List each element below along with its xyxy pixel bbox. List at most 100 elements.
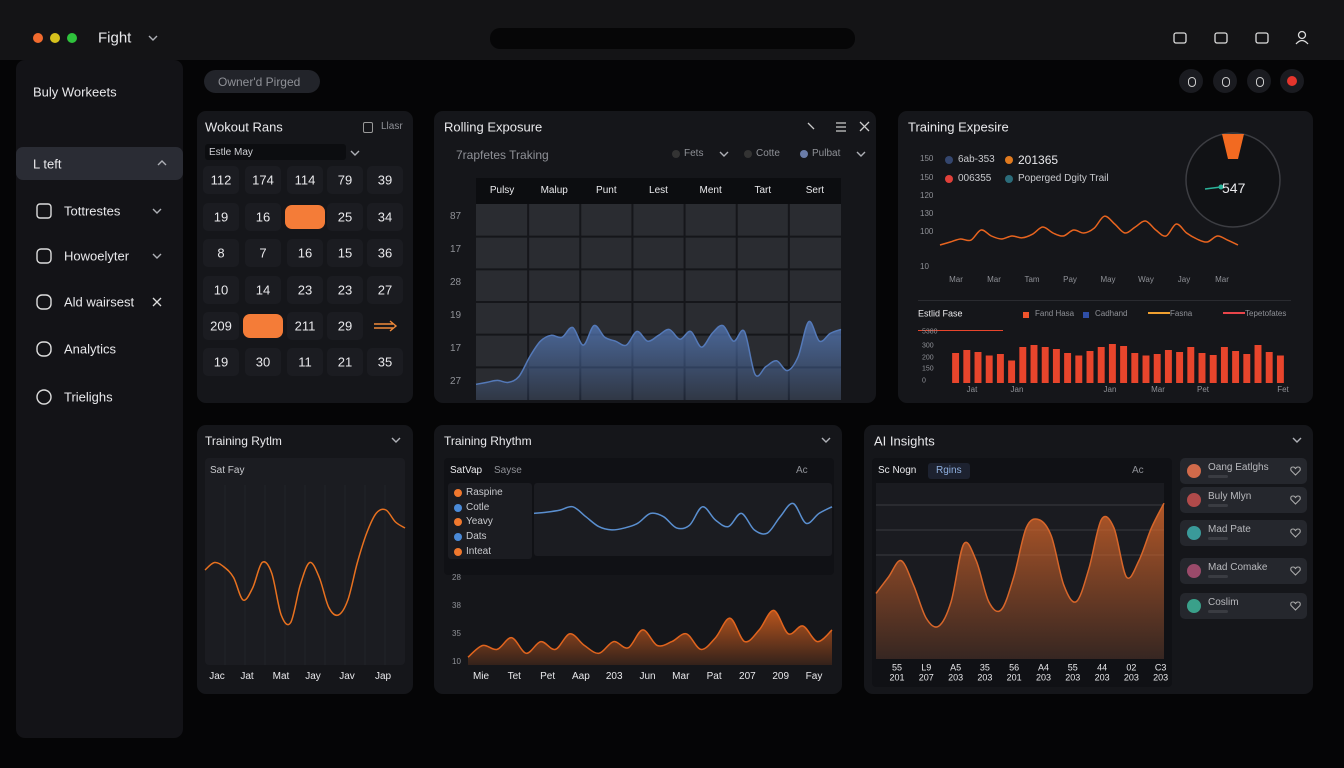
action[interactable]: Ac — [1132, 465, 1144, 476]
cell[interactable] — [367, 276, 403, 304]
sidebar-item[interactable]: Ald wairsest — [64, 294, 135, 310]
cell[interactable] — [203, 203, 239, 231]
tab[interactable]: Sc Nogn — [878, 465, 917, 476]
arrow-line — [374, 320, 398, 332]
panel-action[interactable]: Llasr — [381, 121, 403, 132]
legend-text: 201365 — [1018, 153, 1059, 167]
cell[interactable] — [203, 312, 239, 340]
bar — [1142, 355, 1150, 383]
person-card[interactable] — [1180, 487, 1307, 513]
cell[interactable] — [245, 166, 281, 194]
cell[interactable] — [203, 239, 239, 267]
cell[interactable] — [287, 166, 323, 194]
badge[interactable] — [204, 70, 320, 93]
round-button[interactable] — [1247, 69, 1271, 93]
filter[interactable]: Pulbat — [812, 148, 841, 159]
cell[interactable] — [245, 239, 281, 267]
top-icon — [1295, 30, 1309, 45]
person-card[interactable] — [1180, 458, 1307, 484]
bar — [1008, 360, 1016, 383]
cell[interactable] — [367, 348, 403, 376]
cell[interactable] — [287, 276, 323, 304]
icon — [1290, 566, 1301, 576]
sidebar-item[interactable]: Analytics — [64, 341, 117, 357]
icon — [1214, 32, 1228, 44]
search-bar[interactable] — [490, 28, 855, 49]
action[interactable]: Ac — [796, 465, 808, 476]
cell[interactable] — [203, 166, 239, 194]
chevron-line — [856, 151, 866, 157]
chevron-line — [152, 253, 162, 259]
highlight-cell[interactable] — [285, 205, 325, 229]
chevron — [350, 150, 360, 156]
cell[interactable] — [367, 166, 403, 194]
tab[interactable]: SatVap — [450, 465, 483, 476]
cell[interactable] — [287, 239, 323, 267]
cell[interactable] — [327, 239, 363, 267]
person-name: Buly Mlyn — [1208, 491, 1252, 502]
tab[interactable]: Rgins — [936, 465, 962, 476]
cell[interactable] — [245, 203, 281, 231]
cell[interactable] — [327, 166, 363, 194]
y-label: 5380 — [922, 328, 938, 336]
chevron-line — [1292, 437, 1302, 443]
icon — [152, 297, 162, 307]
app-name[interactable]: Fight — [98, 29, 132, 47]
cell[interactable] — [327, 203, 363, 231]
highlight-cell[interactable] — [243, 314, 283, 338]
x-label: May — [1100, 275, 1116, 284]
bar — [1198, 353, 1206, 383]
cell[interactable] — [245, 348, 281, 376]
section-title: Estlid Fase — [918, 308, 963, 319]
cell[interactable] — [327, 348, 363, 376]
cell-text: 11 — [298, 354, 312, 370]
round-button[interactable] — [1213, 69, 1237, 93]
cell[interactable] — [287, 312, 323, 340]
cell[interactable] — [203, 348, 239, 376]
cell-text: 29 — [337, 318, 353, 334]
icon — [836, 122, 846, 132]
person-card[interactable] — [1180, 520, 1307, 546]
person-card[interactable] — [1180, 558, 1307, 584]
header-icon — [859, 121, 870, 132]
cell[interactable] — [287, 348, 323, 376]
cell[interactable] — [327, 276, 363, 304]
sidebar-icon — [36, 389, 52, 405]
tab[interactable]: Sayse — [494, 465, 522, 476]
column-header: Pulsy — [489, 185, 515, 196]
cell-text: 14 — [255, 282, 271, 298]
filter[interactable] — [205, 144, 346, 160]
filter[interactable]: Fets — [684, 148, 704, 159]
cell[interactable] — [203, 276, 239, 304]
sidebar-icon — [36, 341, 52, 357]
bar — [1243, 354, 1251, 383]
round-button[interactable] — [1179, 69, 1203, 93]
chevron — [391, 437, 401, 443]
cell[interactable] — [367, 239, 403, 267]
cell[interactable] — [367, 203, 403, 231]
x-label: 207 — [918, 672, 934, 683]
divider — [918, 300, 1291, 301]
cell[interactable] — [327, 312, 363, 340]
person-name: Coslim — [1208, 597, 1239, 608]
person-sub — [1208, 504, 1228, 507]
heart-icon — [1290, 495, 1301, 505]
tab-active[interactable] — [928, 463, 970, 479]
person-card[interactable] — [1180, 593, 1307, 619]
gauge-ring — [1185, 132, 1281, 228]
sidebar-selected — [16, 147, 183, 180]
legend-dot — [454, 504, 462, 512]
bar — [1097, 347, 1105, 383]
sidebar-item[interactable]: Tottrestes — [64, 203, 121, 219]
sidebar-item[interactable]: Howoelyter — [64, 248, 130, 264]
cell[interactable] — [245, 276, 281, 304]
x-label: Jap — [374, 671, 392, 682]
filter[interactable]: Cotte — [756, 148, 780, 159]
bar — [1075, 355, 1083, 383]
legend-dot — [744, 150, 752, 158]
sidebar-item[interactable]: Trielighs — [64, 389, 113, 405]
x-label: 55 — [891, 662, 903, 673]
bar — [985, 355, 993, 383]
sidebar-item[interactable]: L teft — [33, 156, 62, 172]
icon — [1255, 32, 1269, 44]
